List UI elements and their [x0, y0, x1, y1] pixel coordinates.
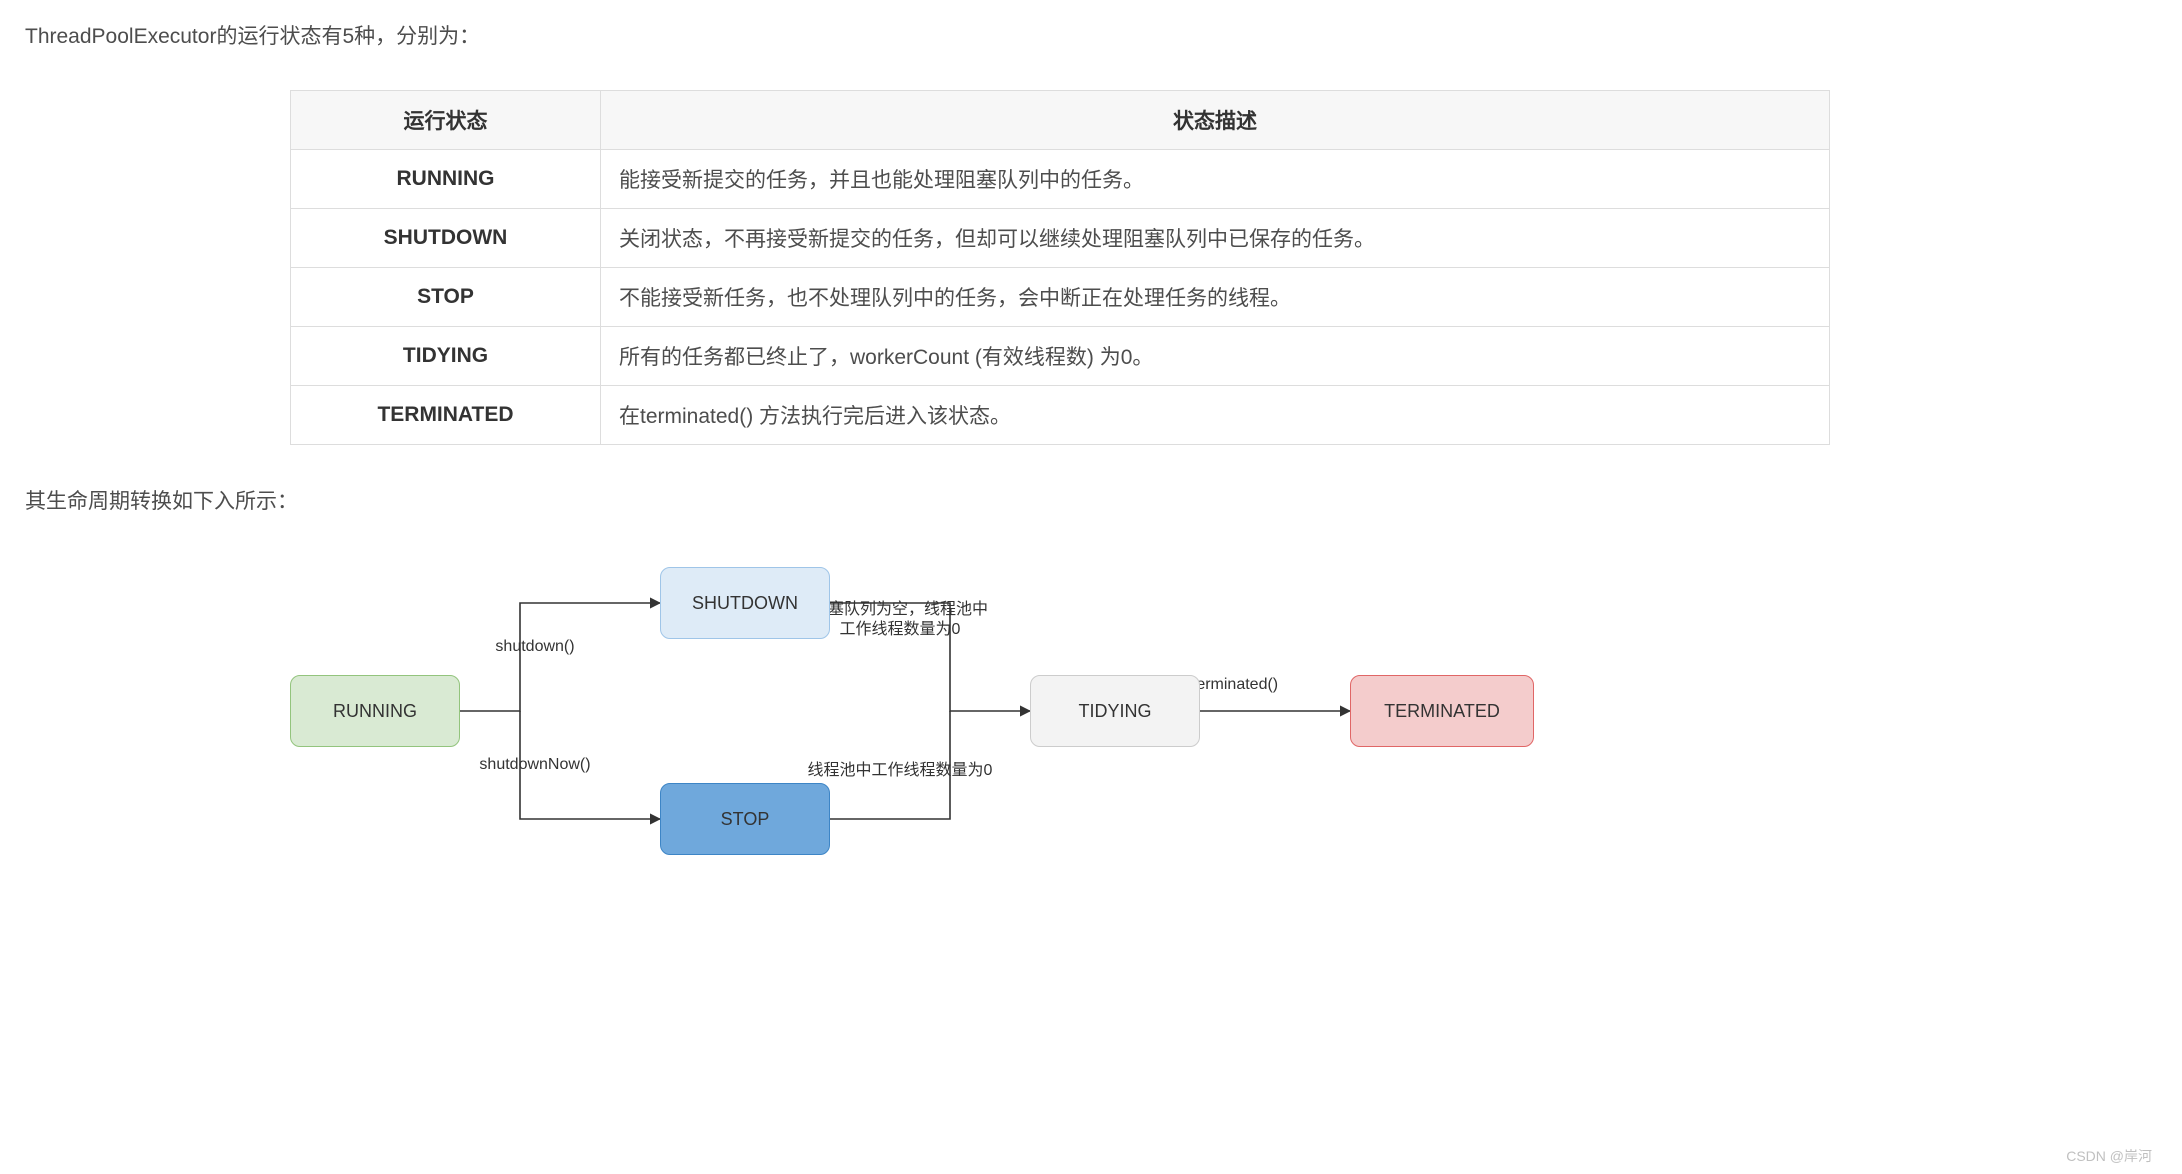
flowchart-node-tidying: TIDYING [1030, 675, 1200, 747]
flowchart-node-running: RUNNING [290, 675, 460, 747]
cell-state: RUNNING [291, 150, 601, 209]
intro-text: ThreadPoolExecutor的运行状态有5种，分别为： [25, 20, 2157, 50]
edge-label: shutdownNow() [479, 755, 590, 775]
col-state: 运行状态 [291, 91, 601, 150]
cell-state: SHUTDOWN [291, 209, 601, 268]
table-row: TERMINATED 在terminated() 方法执行完后进入该状态。 [291, 386, 1830, 445]
state-table: 运行状态 状态描述 RUNNING 能接受新提交的任务，并且也能处理阻塞队列中的… [290, 90, 1830, 445]
cell-state: STOP [291, 268, 601, 327]
cell-desc: 所有的任务都已终止了，workerCount (有效线程数) 为0。 [601, 327, 1830, 386]
flowchart-node-stop: STOP [660, 783, 830, 855]
table-row: RUNNING 能接受新提交的任务，并且也能处理阻塞队列中的任务。 [291, 150, 1830, 209]
table-row: TIDYING 所有的任务都已终止了，workerCount (有效线程数) 为… [291, 327, 1830, 386]
table-row: STOP 不能接受新任务，也不处理队列中的任务，会中断正在处理任务的线程。 [291, 268, 1830, 327]
cell-desc: 不能接受新任务，也不处理队列中的任务，会中断正在处理任务的线程。 [601, 268, 1830, 327]
cell-desc: 能接受新提交的任务，并且也能处理阻塞队列中的任务。 [601, 150, 1830, 209]
lifecycle-intro-text: 其生命周期转换如下入所示： [25, 485, 2157, 515]
lifecycle-flowchart: shutdown() shutdownNow() 阻塞队列为空，线程池中工作线程数量… [290, 545, 1840, 885]
flowchart-node-terminated: TERMINATED [1350, 675, 1534, 747]
edge-label: 线程池中工作线程数量为0 [808, 761, 993, 781]
edge-label: shutdown() [495, 637, 574, 657]
flowchart-node-shutdown: SHUTDOWN [660, 567, 830, 639]
cell-desc: 关闭状态，不再接受新提交的任务，但却可以继续处理阻塞队列中已保存的任务。 [601, 209, 1830, 268]
table-header-row: 运行状态 状态描述 [291, 91, 1830, 150]
cell-state: TERMINATED [291, 386, 601, 445]
cell-desc: 在terminated() 方法执行完后进入该状态。 [601, 386, 1830, 445]
table-row: SHUTDOWN 关闭状态，不再接受新提交的任务，但却可以继续处理阻塞队列中已保… [291, 209, 1830, 268]
cell-state: TIDYING [291, 327, 601, 386]
flowchart-edge [460, 603, 660, 711]
col-description: 状态描述 [601, 91, 1830, 150]
edge-label: 阻塞队列为空，线程池中工作线程数量为0 [812, 600, 988, 640]
edge-label: terminated() [1192, 675, 1278, 695]
watermark: CSDN @岸河 [2066, 1146, 2152, 1166]
